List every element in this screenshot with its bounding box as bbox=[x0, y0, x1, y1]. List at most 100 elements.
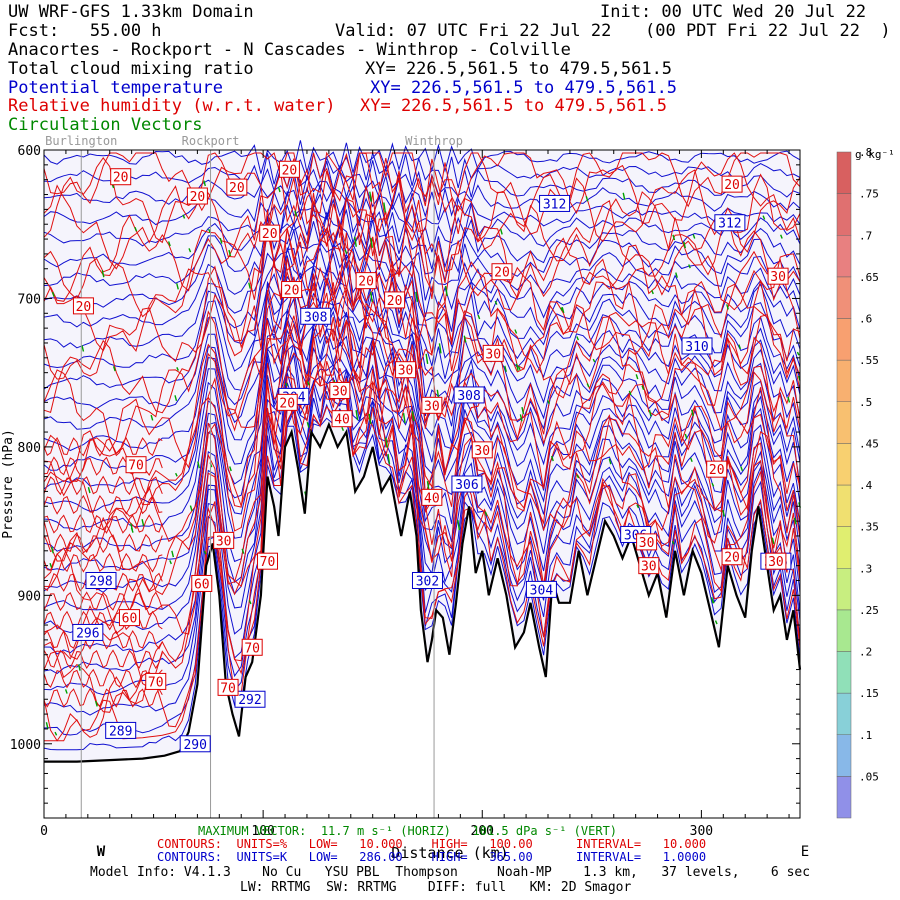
rh-label-box bbox=[226, 178, 248, 196]
rh-label: 20 bbox=[358, 275, 374, 290]
colorbar-units: g kg⁻¹ bbox=[855, 148, 895, 161]
colorbar-label: .7 bbox=[859, 229, 872, 242]
circulation-vector bbox=[174, 395, 178, 402]
rh-label-box bbox=[278, 160, 300, 178]
theta-label: 306 bbox=[455, 478, 478, 493]
colorbar-swatch bbox=[836, 235, 852, 278]
theta-label: 312 bbox=[718, 217, 741, 232]
colorbar-label: .5 bbox=[859, 396, 872, 409]
rh-contour-lowland bbox=[43, 552, 163, 573]
circulation-vector bbox=[248, 282, 251, 289]
rh-contour-lowland bbox=[43, 475, 163, 496]
location-label: Burlington bbox=[45, 134, 117, 148]
circulation-vector bbox=[641, 385, 645, 391]
circulation-vector bbox=[457, 520, 461, 531]
circulation-vector bbox=[141, 519, 145, 526]
rh-label: 70 bbox=[128, 459, 144, 474]
rh-label: 30 bbox=[639, 536, 655, 551]
circulation-vector bbox=[248, 600, 252, 605]
max-vector-info: MAXIMUM VECTOR: 11.7 m s⁻¹ (HORIZ) 101.5… bbox=[198, 824, 618, 838]
rh-label: 20 bbox=[279, 396, 295, 411]
rh-label-box bbox=[491, 263, 513, 281]
init-time: Init: 00 UTC Wed 20 Jul 22 bbox=[600, 2, 867, 22]
rh-label-box bbox=[384, 291, 406, 309]
circulation-vector bbox=[585, 196, 589, 202]
theta-label: 302 bbox=[416, 574, 439, 589]
colorbar-swatch bbox=[836, 151, 852, 194]
rh-label-box bbox=[217, 678, 239, 696]
rh-label-box bbox=[721, 175, 743, 193]
rh-label: 20 bbox=[724, 551, 740, 566]
circulation-vector bbox=[277, 186, 281, 193]
circulation-vector bbox=[294, 210, 298, 217]
colorbar-swatch bbox=[836, 526, 852, 569]
direction-west: W bbox=[97, 844, 106, 860]
rh-label: 20 bbox=[76, 300, 92, 315]
circulation-vector bbox=[150, 414, 154, 421]
plot-title: UW WRF-GFS 1.33km Domain bbox=[8, 2, 254, 22]
colorbar-swatch bbox=[836, 692, 852, 735]
x-tick-label: 100 bbox=[251, 824, 274, 839]
x-tick-label: 0 bbox=[40, 824, 48, 839]
circulation-vector bbox=[675, 272, 678, 278]
field-rh-xy: XY= 226.5,561.5 to 479.5,561.5 bbox=[360, 96, 668, 116]
circulation-vector bbox=[560, 307, 563, 311]
circulation-vector bbox=[306, 381, 310, 386]
circulation-vector bbox=[51, 291, 55, 297]
rh-label-box bbox=[471, 441, 493, 459]
theta-contour bbox=[43, 183, 801, 247]
rh-contour bbox=[43, 191, 801, 380]
location-label: Rockport bbox=[182, 134, 240, 148]
colorbar-label: .3 bbox=[859, 562, 872, 575]
rh-contour-lowland bbox=[43, 687, 163, 708]
theta-label-box bbox=[525, 580, 557, 598]
circulation-vector bbox=[517, 366, 521, 371]
circulation-vector bbox=[499, 228, 503, 235]
colorbar-label: .75 bbox=[859, 188, 879, 201]
circulation-vector bbox=[50, 546, 54, 554]
circulation-vector bbox=[586, 383, 590, 388]
rh-label-box bbox=[706, 460, 728, 478]
circulation-vector bbox=[45, 722, 49, 730]
x-tick-label: 300 bbox=[690, 824, 713, 839]
rh-label-box bbox=[395, 361, 417, 379]
circulation-vector bbox=[354, 236, 357, 247]
rh-contour bbox=[43, 152, 801, 270]
circulation-vector bbox=[683, 241, 686, 249]
rh-label-box bbox=[110, 168, 132, 186]
y-tick-label: 600 bbox=[18, 144, 41, 159]
rh-label: 20 bbox=[387, 294, 403, 309]
field-theta-xy: XY= 226.5,561.5 to 479.5,561.5 bbox=[370, 78, 678, 98]
rh-contour-lowland bbox=[43, 533, 163, 554]
rh-label-box bbox=[72, 297, 94, 315]
field-rh-name: Relative humidity (w.r.t. water) bbox=[8, 96, 336, 116]
circulation-vector bbox=[169, 560, 172, 565]
colorbar-swatch bbox=[836, 443, 852, 486]
circulation-vector bbox=[576, 336, 580, 341]
colorbar-swatch bbox=[836, 776, 852, 819]
rh-label-box bbox=[241, 638, 263, 656]
colorbar-label: .1 bbox=[859, 729, 872, 742]
theta-label: 308 bbox=[457, 389, 480, 404]
theta-contour bbox=[43, 151, 801, 189]
rh-label-box bbox=[125, 456, 147, 474]
rh-label-box bbox=[331, 410, 353, 428]
circulation-vector bbox=[710, 597, 714, 604]
circulation-vector bbox=[691, 409, 694, 417]
rh-label-box bbox=[186, 187, 208, 205]
rh-label: 20 bbox=[113, 171, 129, 186]
theta-label-box bbox=[453, 386, 485, 404]
circulation-vector bbox=[411, 411, 415, 422]
colorbar-label: .6 bbox=[859, 313, 872, 326]
rh-label-box bbox=[636, 533, 658, 551]
rh-label-box bbox=[765, 552, 787, 570]
theta-contour bbox=[43, 243, 801, 390]
x-axis-label: Distance (km) bbox=[391, 844, 508, 862]
rh-label-box bbox=[721, 548, 743, 566]
rh-label: 30 bbox=[641, 560, 657, 575]
circulation-vector bbox=[369, 291, 373, 302]
theta-label: 296 bbox=[76, 626, 99, 641]
circulation-vector bbox=[130, 523, 134, 531]
circulation-vector bbox=[402, 413, 406, 424]
circulation-vector bbox=[688, 264, 691, 269]
